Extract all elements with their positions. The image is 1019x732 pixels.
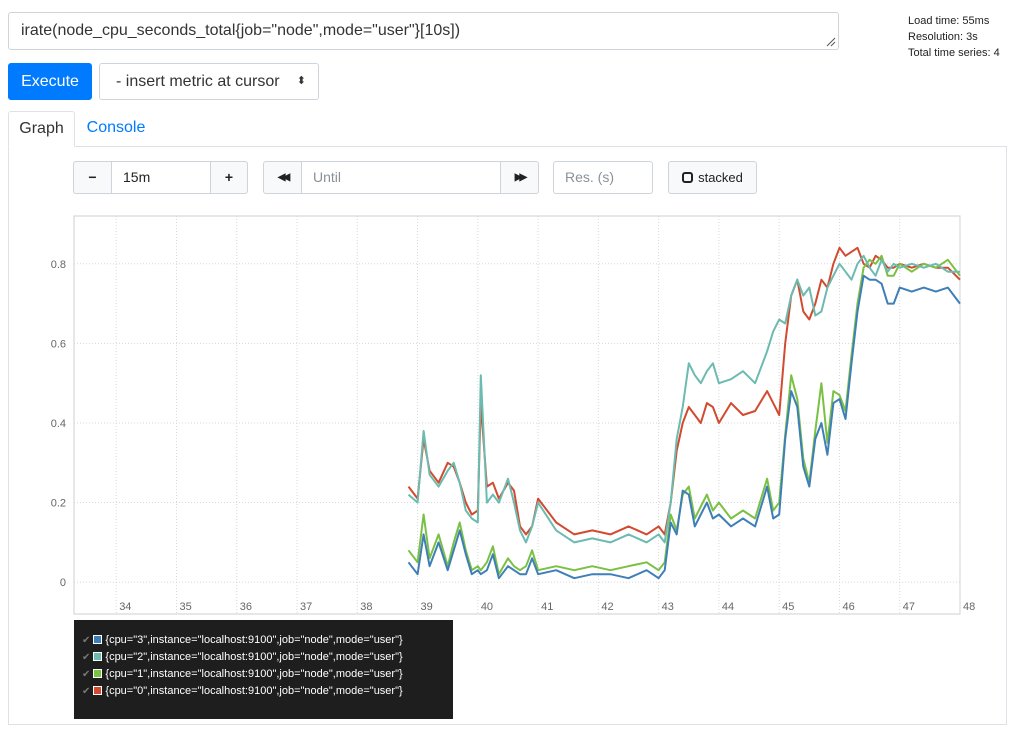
load-time: Load time: 55ms <box>908 15 990 27</box>
check-icon: ✔ <box>82 669 91 680</box>
series-cpu1-line <box>407 254 961 576</box>
legend-swatch <box>93 669 103 678</box>
resize-grip-icon[interactable] <box>826 37 836 47</box>
resolution-input[interactable]: Res. (s) <box>553 161 653 194</box>
legend-label: {cpu="1",instance="localhost:9100",job="… <box>105 668 403 680</box>
x-tick-label: 39 <box>421 601 433 613</box>
insert-metric-label: - insert metric at cursor <box>116 73 280 90</box>
legend-item-cpu2[interactable]: ✔ {cpu="2",instance="localhost:9100",job=… <box>74 649 453 666</box>
check-icon: ✔ <box>82 635 91 646</box>
tab-graph[interactable]: Graph <box>8 111 75 147</box>
checkbox-icon <box>682 172 694 183</box>
x-tick-label: 48 <box>963 601 975 613</box>
insert-metric-select[interactable]: - insert metric at cursor ⬍ <box>99 63 319 100</box>
x-tick-label: 42 <box>601 601 613 613</box>
y-tick-label: 0.8 <box>51 259 66 271</box>
y-tick-label: 0.4 <box>51 418 66 430</box>
select-caret-icon: ⬍ <box>296 75 306 87</box>
y-tick-label: 0.6 <box>51 338 66 350</box>
x-tick-label: 40 <box>481 601 493 613</box>
series-cpu2-line <box>407 254 960 544</box>
x-tick-label: 37 <box>300 601 312 613</box>
series-cpu3-line <box>407 274 961 580</box>
back-icon[interactable]: ◀◀ <box>263 161 302 194</box>
y-tick-label: 0 <box>60 577 66 589</box>
range-input[interactable]: 15m <box>111 161 211 194</box>
total-series-stat: Total time series: 4 <box>908 47 1000 59</box>
range-plus-button[interactable]: + <box>210 161 248 194</box>
expression-text: irate(node_cpu_seconds_total{job="node",… <box>21 22 461 39</box>
x-tick-label: 35 <box>179 601 191 613</box>
stacked-label: stacked <box>698 170 743 185</box>
legend-label: {cpu="3",instance="localhost:9100",job="… <box>105 634 403 646</box>
legend-label: {cpu="0",instance="localhost:9100",job="… <box>105 685 403 697</box>
execute-button[interactable]: Execute <box>8 63 92 100</box>
resolution-stat: Resolution: 3s <box>908 31 978 43</box>
x-tick-label: 43 <box>662 601 674 613</box>
legend-swatch <box>93 635 103 644</box>
query-stats: Load time: 55ms Resolution: 3s Total tim… <box>908 13 1000 61</box>
legend-item-cpu0[interactable]: ✔ {cpu="0",instance="localhost:9100",job=… <box>74 683 453 700</box>
until-input[interactable]: Until <box>301 161 501 194</box>
chart-legend: ✔ {cpu="3",instance="localhost:9100",job=… <box>74 620 453 719</box>
legend-label: {cpu="2",instance="localhost:9100",job="… <box>105 651 403 663</box>
forward-icon[interactable]: ▶▶ <box>500 161 539 194</box>
plot-area <box>73 215 961 615</box>
expression-input[interactable]: irate(node_cpu_seconds_total{job="node",… <box>8 12 839 50</box>
legend-item-cpu3[interactable]: ✔ {cpu="3",instance="localhost:9100",job=… <box>74 632 453 649</box>
legend-swatch <box>93 686 103 695</box>
x-tick-label: 44 <box>722 601 734 613</box>
x-tick-label: 36 <box>240 601 252 613</box>
check-icon: ✔ <box>82 686 91 697</box>
check-icon: ✔ <box>82 652 91 663</box>
x-tick-label: 46 <box>842 601 854 613</box>
stacked-toggle[interactable]: stacked <box>668 161 757 194</box>
legend-item-cpu1[interactable]: ✔ {cpu="1",instance="localhost:9100",job=… <box>74 666 453 683</box>
x-tick-label: 38 <box>360 601 372 613</box>
y-tick-label: 0.2 <box>51 498 66 510</box>
x-tick-label: 34 <box>119 601 131 613</box>
x-tick-label: 47 <box>903 601 915 613</box>
x-tick-label: 41 <box>541 601 553 613</box>
tab-console[interactable]: Console <box>86 119 146 136</box>
x-tick-label: 45 <box>782 601 794 613</box>
legend-swatch <box>93 652 103 661</box>
